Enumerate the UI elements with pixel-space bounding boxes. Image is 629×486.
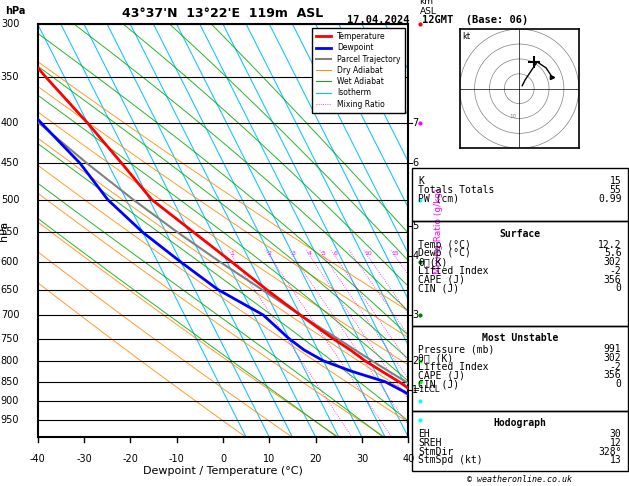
Text: © weatheronline.co.uk: © weatheronline.co.uk (467, 474, 572, 484)
Text: 0: 0 (616, 283, 621, 294)
Text: 2: 2 (412, 356, 418, 366)
Text: 55: 55 (610, 185, 621, 195)
Text: 650: 650 (1, 285, 19, 295)
Text: 7: 7 (412, 118, 418, 128)
Text: 328°: 328° (598, 447, 621, 457)
Text: 600: 600 (1, 257, 19, 267)
Title: 43°37'N  13°22'E  119m  ASL: 43°37'N 13°22'E 119m ASL (123, 7, 324, 20)
Text: 302: 302 (604, 353, 621, 363)
Text: 300: 300 (1, 19, 19, 29)
Text: hPa: hPa (0, 221, 9, 241)
Text: 850: 850 (1, 377, 19, 387)
Text: StmSpd (kt): StmSpd (kt) (418, 455, 483, 466)
Text: 302: 302 (604, 257, 621, 267)
Text: 1: 1 (412, 384, 418, 395)
Text: -40: -40 (30, 454, 46, 464)
Text: 2: 2 (268, 251, 272, 256)
Text: Surface: Surface (499, 229, 540, 239)
Text: PW (cm): PW (cm) (418, 194, 459, 204)
Text: -20: -20 (123, 454, 138, 464)
Text: CAPE (J): CAPE (J) (418, 370, 465, 381)
Text: 10: 10 (364, 251, 372, 256)
Text: 17.04.2024  12GMT  (Base: 06): 17.04.2024 12GMT (Base: 06) (347, 15, 528, 25)
Text: CIN (J): CIN (J) (418, 379, 459, 389)
Text: Temp (°C): Temp (°C) (418, 240, 471, 250)
Text: 3: 3 (412, 310, 418, 320)
Text: 900: 900 (1, 396, 19, 406)
Text: Hodograph: Hodograph (493, 418, 547, 429)
Text: Totals Totals: Totals Totals (418, 185, 494, 195)
Text: 700: 700 (1, 310, 19, 320)
Text: EH: EH (418, 429, 430, 439)
Text: 4: 4 (412, 251, 418, 261)
Text: 800: 800 (1, 356, 19, 366)
Legend: Temperature, Dewpoint, Parcel Trajectory, Dry Adiabat, Wet Adiabat, Isotherm, Mi: Temperature, Dewpoint, Parcel Trajectory… (312, 28, 404, 112)
Text: Pressure (mb): Pressure (mb) (418, 344, 494, 354)
Text: 12.2: 12.2 (598, 240, 621, 250)
Text: -2: -2 (610, 266, 621, 276)
Text: 350: 350 (1, 72, 19, 82)
Text: 6: 6 (333, 251, 337, 256)
Text: SREH: SREH (418, 438, 442, 448)
Text: 3: 3 (291, 251, 295, 256)
Text: 1: 1 (231, 251, 235, 256)
Text: 15: 15 (610, 176, 621, 187)
Text: =1LCL: =1LCL (412, 385, 440, 394)
Text: K: K (418, 176, 424, 187)
Text: 0.99: 0.99 (598, 194, 621, 204)
Text: 4: 4 (308, 251, 312, 256)
Text: km
ASL: km ASL (420, 0, 437, 16)
Text: 500: 500 (1, 194, 19, 205)
Text: -2: -2 (610, 362, 621, 372)
Text: θᴄ (K): θᴄ (K) (418, 353, 454, 363)
Text: hPa: hPa (5, 6, 26, 16)
Text: 15: 15 (391, 251, 399, 256)
Text: 550: 550 (1, 227, 19, 237)
Text: 5: 5 (412, 221, 418, 231)
Text: Most Unstable: Most Unstable (482, 333, 558, 344)
Text: kt: kt (463, 32, 470, 41)
Text: 0: 0 (220, 454, 226, 464)
Text: 5: 5 (322, 251, 326, 256)
Text: Lifted Index: Lifted Index (418, 266, 489, 276)
X-axis label: Dewpoint / Temperature (°C): Dewpoint / Temperature (°C) (143, 467, 303, 476)
Text: Lifted Index: Lifted Index (418, 362, 489, 372)
Text: 40: 40 (403, 454, 415, 464)
Text: 5.6: 5.6 (604, 248, 621, 259)
Text: 12: 12 (610, 438, 621, 448)
Text: 10: 10 (509, 115, 516, 120)
Text: 450: 450 (1, 158, 19, 169)
Text: CAPE (J): CAPE (J) (418, 275, 465, 285)
Text: 6: 6 (412, 158, 418, 169)
Text: 356: 356 (604, 275, 621, 285)
Text: 991: 991 (604, 344, 621, 354)
Text: 30: 30 (356, 454, 368, 464)
Text: Dewp (°C): Dewp (°C) (418, 248, 471, 259)
Text: 0: 0 (616, 379, 621, 389)
Text: 20: 20 (309, 454, 322, 464)
Text: 750: 750 (1, 334, 19, 344)
Text: 400: 400 (1, 118, 19, 128)
Text: 950: 950 (1, 415, 19, 425)
Text: -30: -30 (76, 454, 92, 464)
Text: CIN (J): CIN (J) (418, 283, 459, 294)
Text: 13: 13 (610, 455, 621, 466)
Text: -10: -10 (169, 454, 185, 464)
Text: Mixing Ratio (g/kg): Mixing Ratio (g/kg) (433, 188, 443, 274)
Text: 356: 356 (604, 370, 621, 381)
Text: 10: 10 (264, 454, 276, 464)
Text: 30: 30 (610, 429, 621, 439)
Text: StmDir: StmDir (418, 447, 454, 457)
Text: θᴄ(K): θᴄ(K) (418, 257, 448, 267)
